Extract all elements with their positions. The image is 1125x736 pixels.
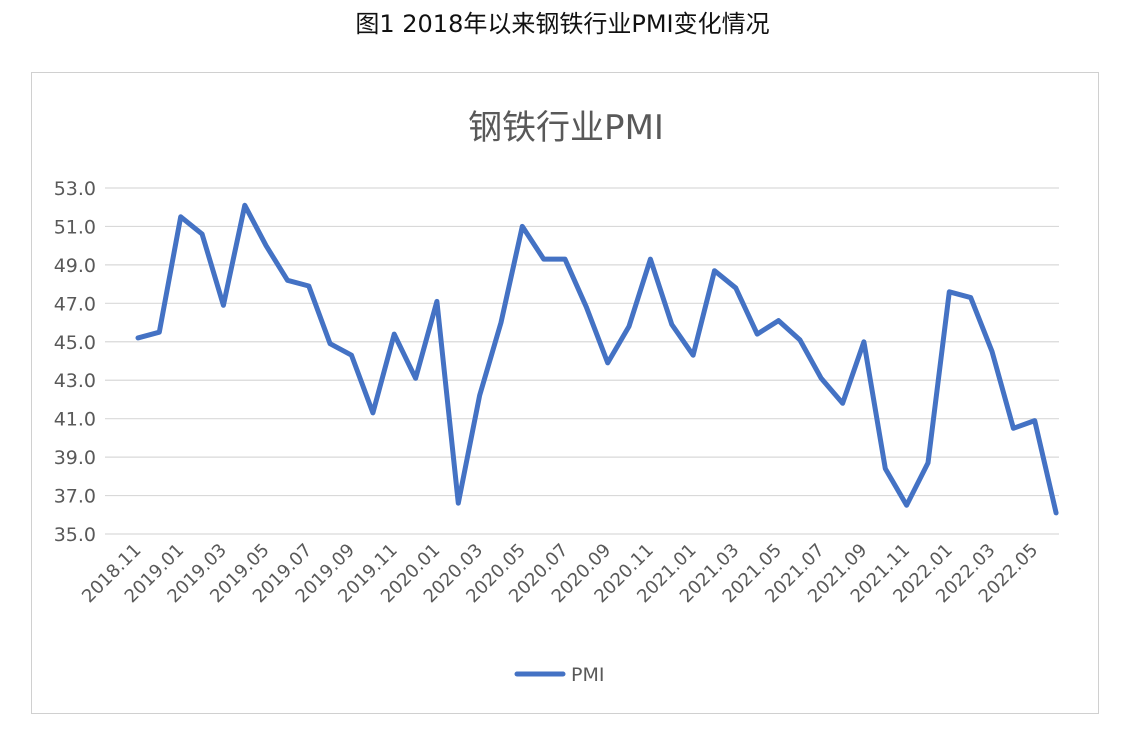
y-tick-label: 37.0	[54, 486, 96, 508]
series-lines	[135, 202, 1059, 516]
legend: PMI	[514, 664, 604, 686]
gridlines	[105, 187, 1059, 535]
y-axis-labels: 35.0 37.0 39.0 41.0 43.0 45.0 47.0 49.0 51.0 53.0	[54, 178, 96, 546]
series-line-pmi	[135, 202, 1059, 516]
line-chart: 钢铁行业PMI 35.0 37.0 39.0 41.0 43.0 45.0 47.0 49.0…	[54, 108, 1059, 686]
legend-label: PMI	[571, 664, 604, 686]
y-tick-label: 51.0	[54, 216, 96, 238]
y-tick-label: 41.0	[54, 409, 96, 431]
chart-title: 钢铁行业PMI	[468, 108, 664, 148]
chart-frame: 钢铁行业PMI 35.0 37.0 39.0 41.0 43.0 45.0 47.0 49.0…	[31, 72, 1099, 714]
y-tick-label: 39.0	[54, 447, 96, 469]
y-tick-label: 47.0	[54, 293, 96, 315]
x-axis-labels: 2018.112019.012019.032019.052019.072019.…	[78, 540, 1042, 607]
y-tick-label: 35.0	[54, 524, 96, 546]
y-tick-label: 53.0	[54, 178, 96, 200]
y-tick-label: 45.0	[54, 332, 96, 354]
y-tick-label: 43.0	[54, 370, 96, 392]
figure-caption: 图1 2018年以来钢铁行业PMI变化情况	[355, 10, 770, 38]
y-tick-label: 49.0	[54, 255, 96, 277]
